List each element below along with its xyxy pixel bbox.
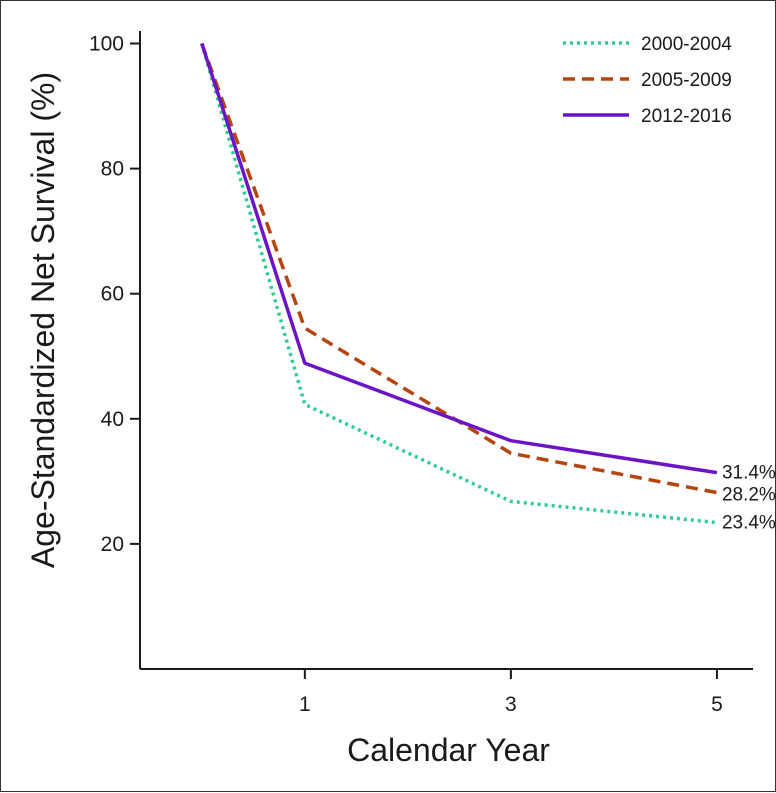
x-ticks: 1 3 5 — [299, 669, 723, 716]
series-line-2012-2016 — [200, 42, 718, 475]
legend-label-2000-2004: 2000-2004 — [641, 34, 732, 55]
x-tick-label: 5 — [711, 693, 723, 716]
legend-label-2005-2009: 2005-2009 — [641, 70, 732, 91]
x-tick-label: 1 — [299, 693, 311, 716]
series-line-2005-2009 — [200, 42, 718, 495]
y-tick-label: 100 — [89, 33, 124, 56]
axes — [139, 31, 753, 670]
legend-label-2012-2016: 2012-2016 — [641, 106, 732, 127]
y-tick-label: 40 — [101, 408, 124, 431]
y-tick-label: 60 — [101, 283, 124, 306]
legend: 2000-2004 2005-2009 2012-2016 — [563, 34, 732, 127]
end-labels: 31.4%28.2% 23.4% — [722, 463, 776, 534]
x-axis-title: Calendar Year — [347, 732, 550, 768]
end-label-2012-2016: 31.4% — [722, 463, 776, 484]
y-tick-label: 20 — [101, 533, 124, 556]
y-tick-label: 80 — [101, 158, 124, 181]
end-label-2005-2009: 28.2% — [722, 485, 776, 506]
x-tick-label: 3 — [505, 693, 517, 716]
y-axis-title: Age-Standardized Net Survival (%) — [25, 72, 61, 568]
end-label-2000-2004: 23.4% — [722, 513, 776, 534]
series-lines — [200, 42, 718, 525]
y-ticks: 20 40 60 80 100 — [89, 33, 140, 556]
